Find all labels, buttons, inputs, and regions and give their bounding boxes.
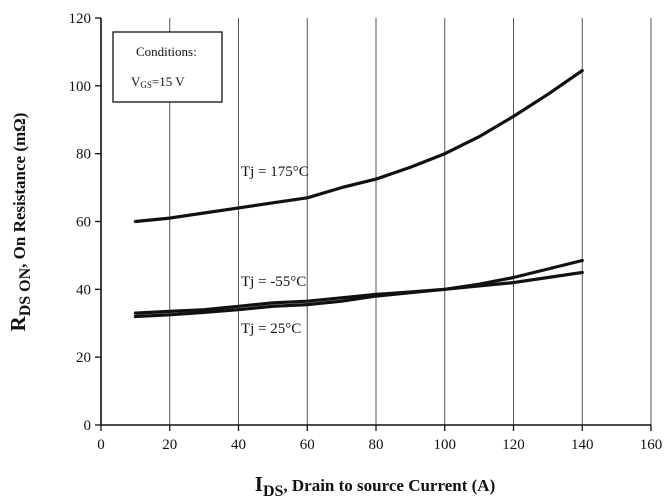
- y-axis-title-main: R: [6, 315, 30, 331]
- x-tick-label-120: 120: [502, 437, 525, 453]
- axes: [95, 17, 652, 431]
- curve-label-minus55c: Tj = -55°C: [241, 274, 306, 290]
- x-tick-label-80: 80: [369, 437, 384, 453]
- series-line-0: [133, 68, 584, 224]
- x-axis-title-sub: DS: [263, 483, 284, 500]
- y-tick-label-60: 60: [76, 215, 91, 231]
- x-tick-label-20: 20: [162, 437, 177, 453]
- y-axis-title: RDS ON, On Resistance (mΩ): [6, 113, 34, 332]
- conditions-vgs: VGS=15 V: [131, 74, 185, 90]
- x-axis-title: IDS, Drain to source Current (A): [255, 472, 495, 500]
- series-line-1: [133, 270, 584, 315]
- y-tick-label-40: 40: [76, 282, 91, 298]
- x-tick-label-40: 40: [231, 437, 246, 453]
- conditions-v-label: V: [131, 74, 141, 89]
- series-lines: [133, 68, 584, 319]
- x-axis-title-rest: , Drain to source Current (A): [283, 476, 495, 495]
- grid: [169, 18, 652, 425]
- y-tick-label-100: 100: [69, 79, 92, 95]
- y-tick-label-20: 20: [76, 350, 91, 366]
- y-tick-labels: 0 20 40 60 80 100 120: [69, 11, 92, 434]
- x-tick-label-100: 100: [434, 437, 457, 453]
- conditions-box-frame: [112, 31, 223, 103]
- x-tick-label-0: 0: [97, 437, 105, 453]
- x-tick-label-140: 140: [571, 437, 594, 453]
- curve-label-25c: Tj = 25°C: [241, 321, 301, 337]
- conditions-v-sub: GS: [140, 80, 152, 90]
- y-axis-title-rest: , On Resistance (mΩ): [10, 113, 29, 268]
- y-axis-title-sub: DS ON: [17, 267, 34, 316]
- series-line-2: [133, 258, 584, 319]
- y-tick-label-80: 80: [76, 147, 91, 163]
- y-tick-label-120: 120: [69, 11, 92, 27]
- conditions-box: Conditions: VGS=15 V: [112, 31, 223, 103]
- x-tick-label-60: 60: [300, 437, 315, 453]
- curve-label-175c: Tj = 175°C: [241, 164, 309, 180]
- x-tick-label-160: 160: [640, 437, 663, 453]
- x-tick-labels: 0 20 40 60 80 100 120 140 160: [97, 437, 662, 453]
- conditions-title: Conditions:: [136, 44, 197, 59]
- conditions-v-value: =15 V: [152, 74, 185, 89]
- y-tick-label-0: 0: [84, 418, 92, 434]
- x-axis-title-main: I: [255, 472, 263, 496]
